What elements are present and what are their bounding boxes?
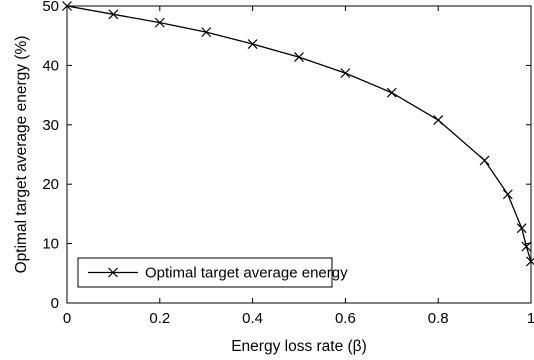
data-point [479,155,490,166]
data-point [526,256,534,267]
x-axis-label: Energy loss rate (β) [231,338,367,355]
y-tick-label: 40 [42,57,59,74]
plot-frame [66,5,532,304]
x-tick-label: 0.6 [335,310,356,327]
data-point [201,27,212,38]
data-point [340,68,351,79]
y-axis-label: Optimal target average energy (%) [13,36,30,274]
data-point [502,189,513,200]
data-point [154,17,165,28]
x-tick-label: 0.8 [428,310,449,327]
y-tick-label: 0 [51,295,59,312]
data-point [294,52,304,63]
data-point [516,223,527,234]
data-point [108,9,119,20]
x-tick-label: 1 [527,310,534,327]
data-point [386,87,397,98]
series-line [66,5,532,262]
x-tick-label: 0 [63,310,71,327]
plot-area [66,5,532,304]
y-tick-label: 50 [42,0,59,15]
legend-label: Optimal target average energy [145,265,348,282]
y-tick-label: 10 [42,236,59,253]
x-tick-label: 0.2 [149,310,170,327]
y-tick-label: 30 [42,117,59,134]
legend: Optimal target average energy [77,257,348,288]
data-point [433,115,444,125]
series-layer [62,1,534,267]
legend-marker [108,267,118,278]
y-tick-label: 20 [42,176,59,193]
x-tick-label: 0.4 [242,310,263,327]
data-point [247,39,258,49]
